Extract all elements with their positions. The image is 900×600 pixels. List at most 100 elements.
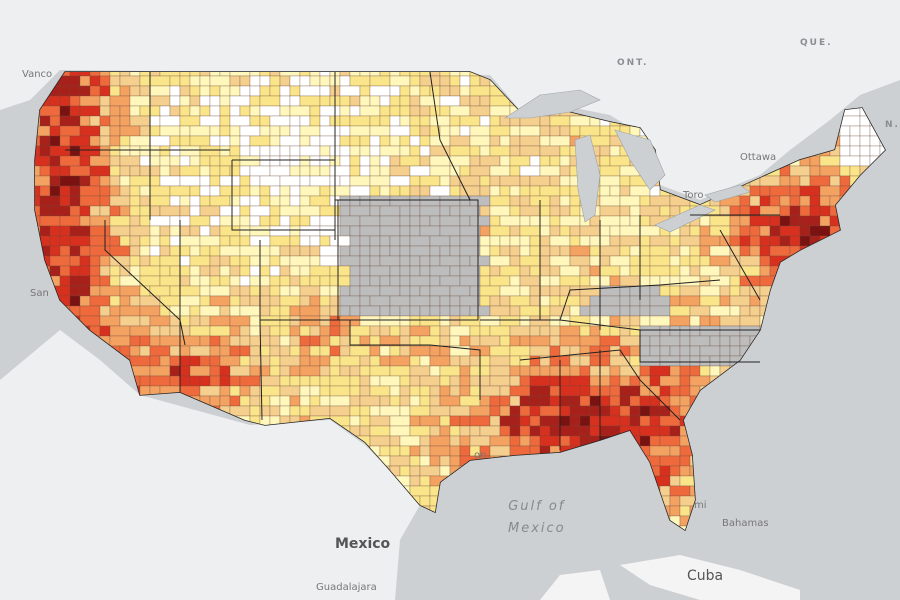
county-cell[interactable]: [419, 215, 431, 227]
county-cell[interactable]: [279, 215, 291, 227]
county-cell[interactable]: [189, 105, 201, 117]
county-cell[interactable]: [389, 85, 401, 97]
county-cell[interactable]: [779, 295, 791, 307]
county-cell[interactable]: [729, 275, 741, 287]
county-cell[interactable]: [409, 365, 431, 377]
county-cell[interactable]: [409, 125, 421, 137]
county-cell[interactable]: [59, 315, 71, 327]
county-cell[interactable]: [359, 375, 371, 387]
county-cell[interactable]: [369, 255, 381, 267]
county-cell[interactable]: [829, 325, 841, 337]
county-cell[interactable]: [799, 525, 821, 536]
county-cell[interactable]: [239, 165, 251, 177]
county-cell[interactable]: [369, 205, 381, 217]
county-cell[interactable]: [219, 345, 231, 357]
county-cell[interactable]: [869, 445, 881, 457]
county-cell[interactable]: [829, 375, 841, 387]
county-cell[interactable]: [649, 195, 671, 207]
county-cell[interactable]: [349, 175, 371, 187]
county-cell[interactable]: [819, 295, 831, 307]
county-cell[interactable]: [259, 175, 281, 187]
county-cell[interactable]: [479, 395, 491, 407]
county-cell[interactable]: [619, 505, 631, 517]
county-cell[interactable]: [359, 155, 371, 167]
county-cell[interactable]: [409, 285, 421, 297]
county-cell[interactable]: [429, 445, 451, 457]
county-cell[interactable]: [779, 525, 791, 536]
county-cell[interactable]: [139, 205, 151, 217]
county-cell[interactable]: [399, 275, 411, 287]
county-cell[interactable]: [770, 536, 780, 546]
county-cell[interactable]: [129, 115, 151, 127]
county-cell[interactable]: [519, 435, 531, 447]
county-cell[interactable]: [129, 295, 141, 307]
county-cell[interactable]: [79, 255, 91, 267]
county-cell[interactable]: [239, 345, 251, 357]
county-cell[interactable]: [589, 465, 611, 477]
county-cell[interactable]: [299, 405, 311, 417]
county-cell[interactable]: [159, 125, 181, 137]
county-cell[interactable]: [769, 185, 791, 197]
county-cell[interactable]: [249, 135, 271, 147]
county-cell[interactable]: [349, 375, 361, 387]
county-cell[interactable]: [339, 355, 361, 367]
county-cell[interactable]: [469, 475, 491, 487]
county-cell[interactable]: [189, 255, 211, 267]
county-cell[interactable]: [669, 325, 681, 337]
county-cell[interactable]: [859, 175, 871, 187]
county-cell[interactable]: [819, 255, 831, 267]
county-cell[interactable]: [399, 115, 411, 127]
county-cell[interactable]: [629, 415, 641, 427]
county-cell[interactable]: [769, 255, 791, 267]
county-cell[interactable]: [409, 75, 421, 87]
county-cell[interactable]: [769, 515, 781, 527]
county-cell[interactable]: [59, 235, 71, 247]
county-cell[interactable]: [449, 355, 461, 367]
county-cell[interactable]: [599, 185, 611, 197]
county-cell[interactable]: [679, 465, 691, 477]
county-cell[interactable]: [419, 455, 431, 467]
county-cell[interactable]: [539, 475, 551, 487]
county-cell[interactable]: [589, 505, 601, 517]
county-cell[interactable]: [269, 325, 281, 337]
county-cell[interactable]: [789, 415, 801, 427]
county-cell[interactable]: [739, 365, 751, 377]
county-cell[interactable]: [769, 405, 781, 417]
county-cell[interactable]: [249, 365, 261, 377]
county-cell[interactable]: [559, 185, 571, 197]
county-cell[interactable]: [30, 215, 41, 227]
county-cell[interactable]: [189, 265, 201, 277]
county-cell[interactable]: [409, 205, 421, 217]
county-cell[interactable]: [129, 245, 141, 257]
county-cell[interactable]: [59, 175, 81, 187]
county-cell[interactable]: [269, 145, 281, 157]
county-cell[interactable]: [119, 275, 141, 287]
county-cell[interactable]: [219, 135, 231, 147]
county-cell[interactable]: [599, 205, 621, 217]
county-cell[interactable]: [619, 465, 631, 477]
county-cell[interactable]: [69, 275, 91, 287]
county-cell[interactable]: [459, 505, 471, 517]
county-cell[interactable]: [879, 515, 890, 527]
county-cell[interactable]: [479, 495, 501, 507]
county-cell[interactable]: [119, 115, 131, 127]
county-cell[interactable]: [609, 485, 621, 497]
county-cell[interactable]: [119, 165, 131, 177]
county-cell[interactable]: [529, 415, 541, 427]
county-cell[interactable]: [639, 405, 651, 417]
county-cell[interactable]: [869, 505, 881, 517]
county-cell[interactable]: [249, 325, 261, 337]
county-cell[interactable]: [429, 185, 451, 197]
county-cell[interactable]: [409, 455, 421, 467]
county-cell[interactable]: [439, 395, 461, 407]
county-cell[interactable]: [619, 525, 631, 536]
county-cell[interactable]: [99, 315, 121, 327]
county-cell[interactable]: [259, 285, 271, 297]
county-cell[interactable]: [39, 185, 51, 197]
county-cell[interactable]: [499, 395, 511, 407]
county-cell[interactable]: [849, 385, 871, 397]
county-cell[interactable]: [339, 325, 351, 337]
county-cell[interactable]: [409, 405, 431, 417]
county-cell[interactable]: [449, 375, 461, 387]
county-cell[interactable]: [639, 315, 651, 327]
